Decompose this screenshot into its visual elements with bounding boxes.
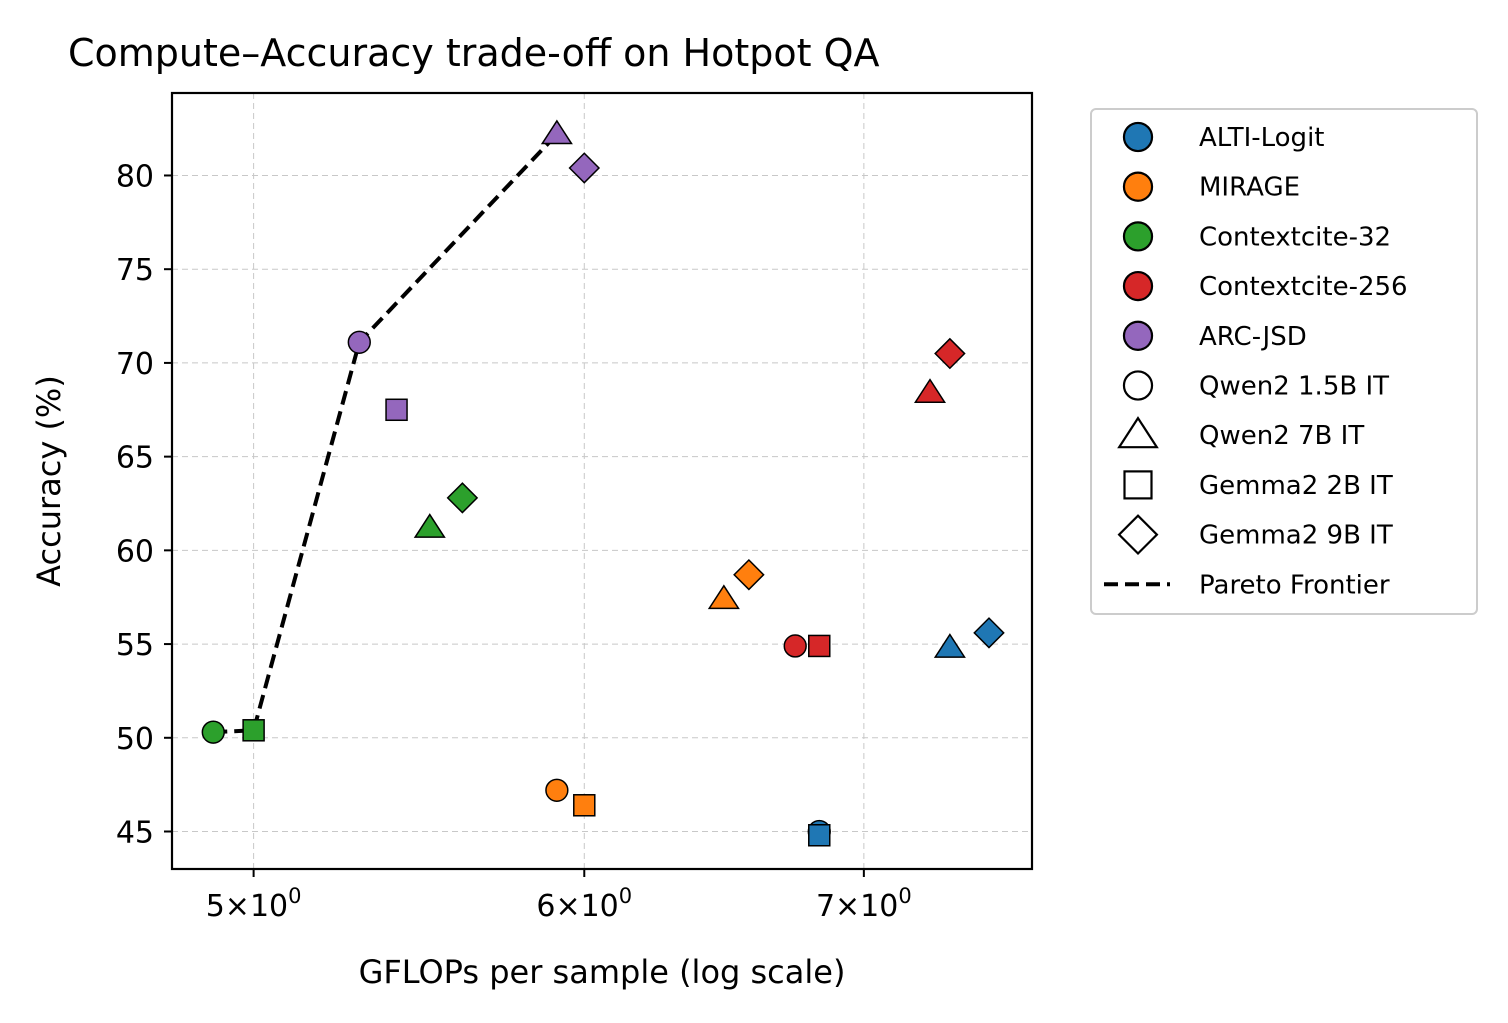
y-tick-label: 55 [116, 628, 154, 663]
point-alti-logit-square [808, 824, 831, 847]
legend-marker-contextcite-256 [1122, 270, 1154, 302]
legend-label: Pareto Frontier [1199, 570, 1390, 600]
point-contextcite-256-diamond [934, 337, 966, 370]
grid [172, 93, 1032, 869]
axis-ticks: 45 50 55 60 65 70 75 80 5×100 6×100 7×100 [116, 159, 912, 924]
legend-label: Qwen2 7B IT [1199, 421, 1364, 451]
point-contextcite-256-circle [783, 634, 807, 658]
x-tick-label: 7×100 [816, 884, 912, 924]
y-tick-label: 75 [116, 253, 154, 288]
pareto-frontier-line [213, 132, 559, 735]
y-tick-label: 70 [116, 347, 154, 382]
legend-marker-mirage [1122, 171, 1154, 202]
legend-box [1090, 108, 1478, 615]
legend-marker-diamond [1117, 514, 1159, 556]
legend-marker-square [1123, 470, 1153, 500]
point-arc-jsd-circle [347, 330, 371, 354]
point-mirage-circle [545, 778, 569, 802]
x-tick-label: 5×100 [206, 884, 302, 924]
legend-label: ARC-JSD [1199, 322, 1307, 352]
point-arc-jsd-square [385, 398, 408, 422]
point-mirage-triangle [707, 584, 740, 610]
plot-frame [170, 91, 1034, 871]
y-tick-label: 45 [116, 816, 154, 851]
point-contextcite-256-triangle [913, 378, 947, 403]
y-axis-label: Accuracy (%) [30, 375, 68, 587]
data-points [201, 119, 1005, 847]
y-tick-label: 50 [116, 722, 154, 757]
y-tick-label: 65 [116, 441, 154, 476]
legend-label: MIRAGE [1199, 173, 1300, 203]
y-tick-label: 60 [116, 534, 154, 569]
point-arc-jsd-triangle [540, 119, 573, 145]
legend-marker-triangle [1117, 416, 1159, 449]
x-tick-label: 6×100 [536, 884, 632, 924]
legend-label: Gemma2 2B IT [1199, 471, 1393, 501]
legend-label: Contextcite-32 [1199, 222, 1391, 252]
legend-label: ALTI-Logit [1199, 123, 1324, 153]
point-arc-jsd-diamond [568, 152, 601, 184]
point-mirage-diamond [733, 558, 765, 591]
legend-marker-arc-jsd [1122, 320, 1154, 351]
legend-label: Contextcite-256 [1199, 272, 1408, 302]
point-alti-logit-triangle [933, 633, 966, 658]
legend-label: Gemma2 9B IT [1199, 521, 1393, 551]
legend-marker-contextcite-32 [1122, 221, 1154, 252]
legend-label: Qwen2 1.5B IT [1199, 372, 1389, 402]
x-axis-label: GFLOPs per sample (log scale) [359, 953, 846, 991]
point-contextcite-32-diamond [446, 482, 479, 514]
point-contextcite-32-triangle [413, 513, 446, 538]
legend: ALTI-Logit MIRAGE Contextcite-32 Contextcit… [1090, 108, 1478, 615]
point-contextcite-256-square [808, 634, 831, 658]
point-alti-logit-diamond [973, 617, 1005, 649]
legend-marker-alti-logit [1122, 121, 1154, 153]
y-tick-label: 80 [116, 159, 154, 194]
point-contextcite-32-square [242, 719, 265, 742]
pareto-frontier-layer [213, 132, 559, 735]
point-mirage-square [573, 794, 596, 817]
legend-marker-circle [1122, 370, 1154, 401]
chart-title: Compute–Accuracy trade-off on Hotpot QA [68, 31, 879, 75]
point-contextcite-32-circle [201, 720, 225, 744]
